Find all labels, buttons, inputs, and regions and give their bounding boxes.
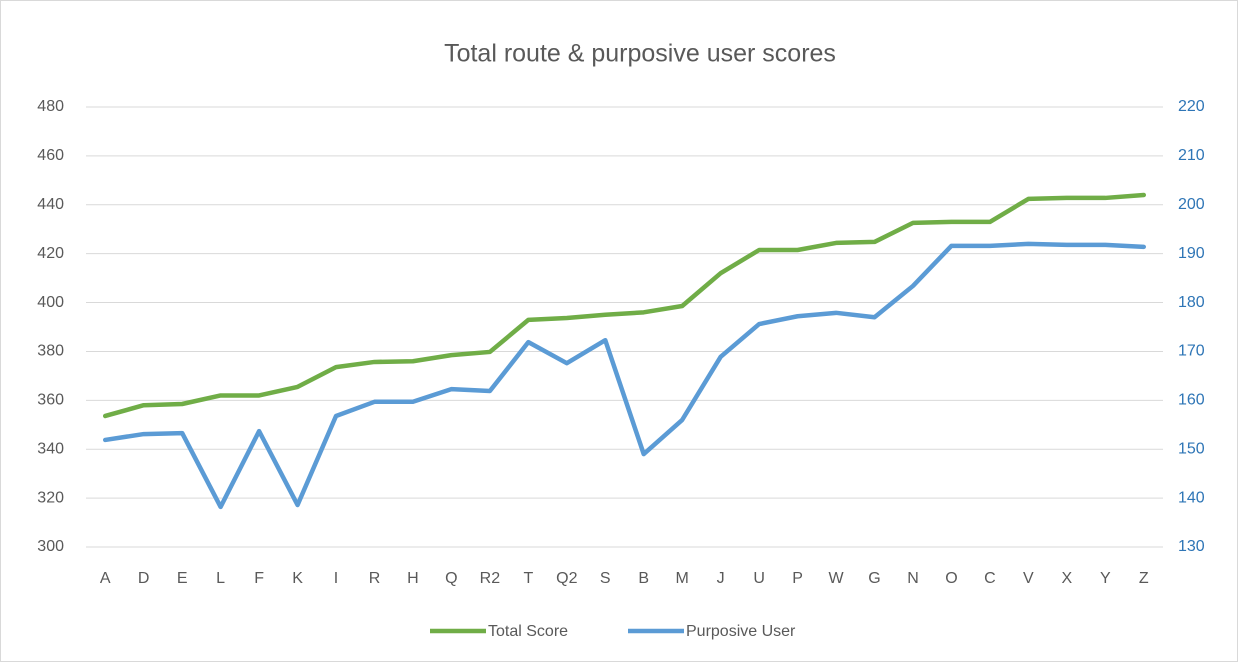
x-tick-label: A (100, 570, 111, 587)
y2-tick-label: 180 (1178, 294, 1205, 311)
y-tick-label: 460 (37, 147, 64, 164)
x-tick-label: J (717, 570, 725, 587)
x-tick-label: D (138, 570, 150, 587)
x-tick-label: N (907, 570, 919, 587)
x-tick-label: Q2 (556, 570, 577, 587)
x-tick-label: X (1062, 570, 1073, 587)
x-tick-label: M (676, 570, 689, 587)
y2-tick-label: 220 (1178, 98, 1205, 115)
y-tick-label: 380 (37, 343, 64, 360)
y-tick-label: 480 (37, 98, 64, 115)
x-tick-label: T (523, 570, 533, 587)
x-tick-label: V (1023, 570, 1034, 587)
series-line (102, 241, 1147, 510)
x-tick-label: C (984, 570, 996, 587)
series-line (102, 192, 1147, 419)
y-tick-label: 400 (37, 294, 64, 311)
y-tick-label: 300 (37, 538, 64, 555)
x-tick-label: G (868, 570, 880, 587)
y-tick-label: 420 (37, 245, 64, 262)
x-tick-label: K (292, 570, 303, 587)
x-tick-label: I (334, 570, 338, 587)
chart-title: Total route & purposive user scores (444, 40, 836, 68)
x-tick-label: W (828, 570, 844, 587)
y2-tick-label: 140 (1178, 489, 1205, 506)
y-tick-label: 320 (37, 489, 64, 506)
y2-tick-label: 200 (1178, 196, 1205, 213)
x-tick-label: F (254, 570, 264, 587)
x-tick-label: H (407, 570, 419, 587)
x-tick-label: Y (1100, 570, 1111, 587)
legend-label: Total Score (488, 623, 568, 640)
y2-tick-label: 160 (1178, 392, 1205, 409)
legend-label: Purposive User (686, 623, 796, 640)
x-tick-label: U (753, 570, 765, 587)
y2-tick-label: 150 (1178, 440, 1205, 457)
x-tick-label: E (177, 570, 188, 587)
x-tick-label: R (369, 570, 381, 587)
y-tick-label: 360 (37, 392, 64, 409)
y-tick-label: 340 (37, 440, 64, 457)
x-tick-label: P (792, 570, 803, 587)
y2-tick-label: 130 (1178, 538, 1205, 555)
x-tick-label: R2 (480, 570, 501, 587)
y2-tick-label: 170 (1178, 343, 1205, 360)
x-tick-label: B (638, 570, 649, 587)
y2-tick-label: 190 (1178, 245, 1205, 262)
x-tick-label: S (600, 570, 611, 587)
y-tick-label: 440 (37, 196, 64, 213)
x-tick-label: O (945, 570, 957, 587)
y2-tick-label: 210 (1178, 147, 1205, 164)
x-tick-label: Q (445, 570, 457, 587)
x-tick-label: L (216, 570, 225, 587)
x-tick-label: Z (1139, 570, 1149, 587)
